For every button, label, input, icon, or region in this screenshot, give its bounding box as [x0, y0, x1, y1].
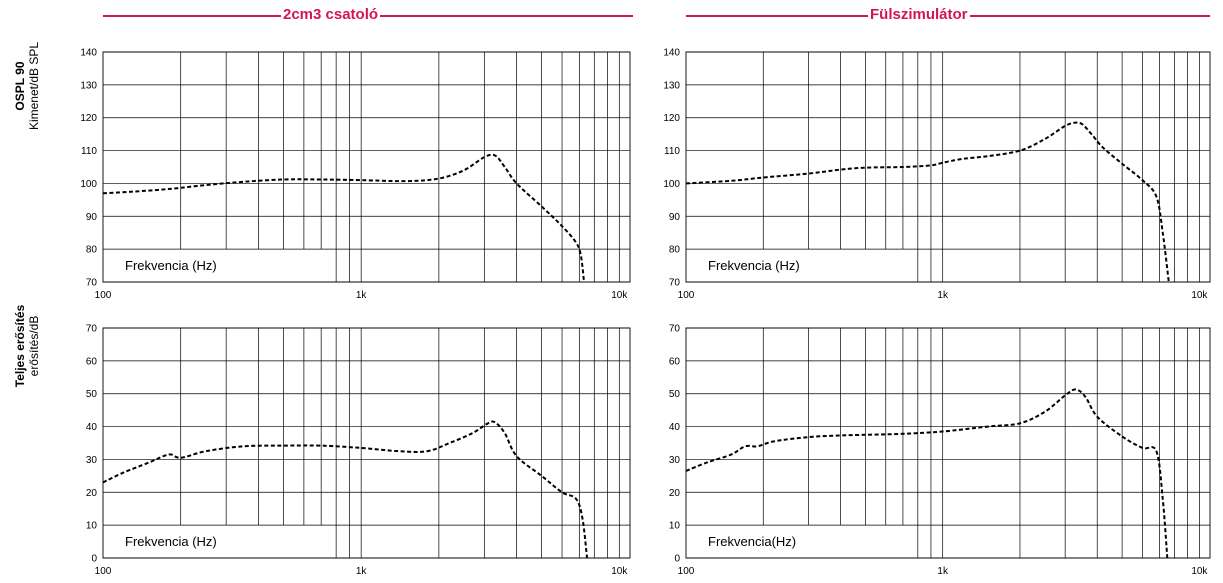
x-tick-label: 1k [356, 290, 368, 301]
y-tick-label: 10 [86, 521, 98, 532]
y-tick-label: 60 [86, 356, 98, 367]
y-tick-label: 100 [663, 179, 680, 190]
chart-ospl-ear: 70 80 90 100 110 120 130 140 100 1k 10k Frekvencia … [663, 48, 1211, 301]
x-tick-label: 10k [611, 290, 628, 301]
chart-gain-ear: 0 10 20 30 40 50 60 70 100 1k 10k Frekvencia(Hz) [669, 324, 1211, 577]
x-tick-label: 1k [937, 290, 949, 301]
x-tick-label: 10k [1191, 290, 1208, 301]
y-tick-label: 40 [669, 422, 681, 433]
x-tick-label: 10k [1191, 566, 1208, 577]
y-tick-label: 80 [86, 245, 98, 256]
y-tick-label: 10 [669, 521, 681, 532]
y-tick-label: 140 [80, 48, 97, 59]
x-tick-label: 100 [678, 566, 695, 577]
plot-frame [685, 51, 1211, 283]
response-curve [685, 121, 1170, 283]
frequency-annotation: Frekvencia(Hz) [708, 534, 796, 549]
coupler-section-header: 2cm3 csatoló [103, 6, 633, 26]
y-tick-label: 20 [86, 488, 98, 499]
chart-gain-coupler: 0 10 20 30 40 50 60 70 100 1k 10k Frekvencia (Hz) [86, 324, 631, 577]
frequency-annotation: Frekvencia (Hz) [125, 258, 217, 273]
y-tick-label: 50 [86, 389, 98, 400]
y-tick-label: 100 [80, 179, 97, 190]
ear-section-header: Fülszimulátor [686, 6, 1210, 26]
y-tick-label: 70 [86, 278, 98, 289]
y-tick-label: 90 [669, 212, 681, 223]
y-tick-label: 40 [86, 422, 98, 433]
x-tick-label: 10k [611, 566, 628, 577]
x-tick-label: 100 [678, 290, 695, 301]
plot-frame [102, 51, 631, 283]
y-tick-label: 70 [669, 324, 681, 335]
x-tick-label: 1k [356, 566, 368, 577]
y-tick-label: 110 [664, 146, 680, 157]
response-curve [102, 153, 586, 283]
x-tick-label: 100 [95, 290, 112, 301]
y-tick-label: 120 [663, 113, 680, 124]
y-tick-label: 30 [669, 455, 681, 466]
y-tick-label: 30 [86, 455, 98, 466]
y-tick-label: 130 [663, 80, 680, 91]
y-tick-label: 120 [80, 113, 97, 124]
y-tick-label: 90 [86, 212, 98, 223]
y-tick-label: 20 [669, 488, 681, 499]
response-curve [685, 388, 1169, 559]
response-curve [102, 420, 589, 559]
y-tick-label: 110 [81, 146, 97, 157]
y-tick-label: 130 [80, 80, 97, 91]
y-tick-label: 140 [663, 48, 680, 59]
y-tick-label: 50 [669, 389, 681, 400]
y-tick-label: 0 [91, 554, 97, 565]
y-tick-label: 70 [669, 278, 681, 289]
ear-header-title: Fülszimulátor [868, 6, 970, 23]
y-tick-label: 0 [674, 554, 680, 565]
coupler-header-title: 2cm3 csatoló [281, 6, 381, 23]
y-tick-label: 80 [669, 245, 681, 256]
frequency-annotation: Frekvencia (Hz) [125, 534, 217, 549]
plot-frame [102, 327, 631, 559]
x-tick-label: 100 [95, 566, 112, 577]
chart-ospl-coupler: 70 80 90 100 110 120 130 140 100 1k 10k Frekvencia … [80, 48, 631, 301]
y-tick-label: 60 [669, 356, 681, 367]
frequency-annotation: Frekvencia (Hz) [708, 258, 800, 273]
y-tick-label: 70 [86, 324, 98, 335]
plot-frame [685, 327, 1211, 559]
x-tick-label: 1k [937, 566, 949, 577]
